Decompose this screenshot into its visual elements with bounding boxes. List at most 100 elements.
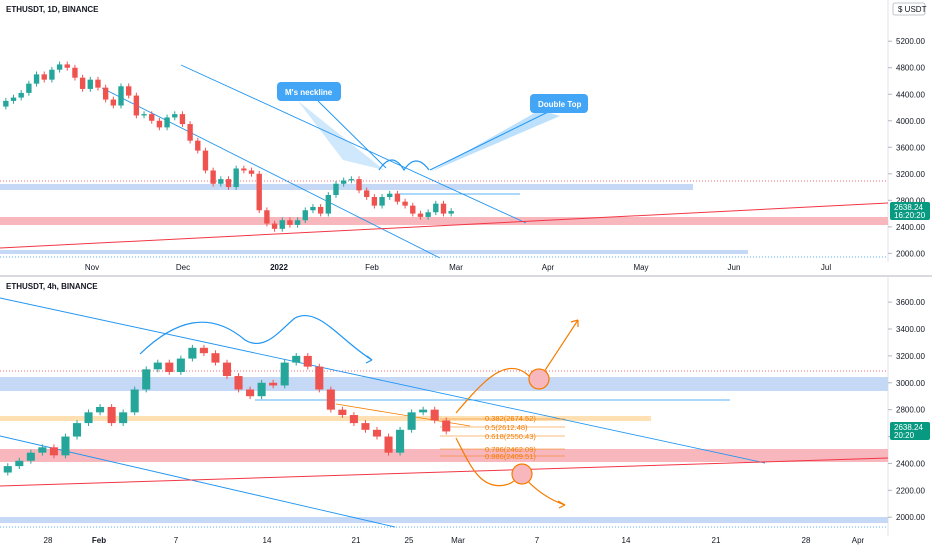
candle-body — [142, 369, 151, 390]
candle-body — [179, 114, 186, 125]
double-top-callout-pointer — [430, 110, 560, 172]
candle-body — [233, 168, 239, 188]
candle-body — [72, 67, 78, 78]
trendline-red-h4[interactable] — [0, 457, 889, 487]
currency-badge-label: $ USDT — [898, 5, 927, 14]
candle-body — [26, 83, 32, 93]
candle-body — [41, 74, 47, 80]
h4-price-value: 2638.24 — [894, 423, 923, 432]
candle-body — [280, 362, 289, 386]
daily-chart-title: ETHUSDT, 1D, BINANCE — [6, 5, 99, 14]
time-tick-label: Mar — [449, 263, 463, 272]
candle-body — [187, 124, 193, 141]
price-tick-label: 2800.00 — [896, 196, 925, 205]
h4-chart-pane[interactable] — [0, 297, 889, 528]
time-tick-label: 2022 — [270, 263, 288, 272]
time-tick-label: 14 — [263, 536, 272, 545]
price-tick-label: 2200.00 — [896, 486, 925, 495]
daily-countdown: 16:20:20 — [894, 211, 926, 220]
candle-body — [294, 220, 301, 225]
time-tick-label: 28 — [44, 536, 53, 545]
price-tick-label: 2800.00 — [896, 406, 925, 415]
candle-body — [95, 79, 101, 88]
time-tick-label: May — [633, 263, 648, 272]
candle-body — [38, 447, 47, 453]
price-tick-label: 4000.00 — [896, 117, 925, 126]
candle-body — [425, 212, 431, 217]
h4-chart-title: ETHUSDT, 4h, BINANCE — [6, 282, 98, 291]
candle-body — [410, 205, 416, 214]
channel-lower-line[interactable] — [101, 87, 441, 259]
necklines-callout[interactable]: M's neckline — [277, 82, 387, 170]
candle-body — [110, 99, 117, 106]
candle-body — [84, 412, 93, 424]
candle-body — [164, 117, 170, 128]
time-tick-label: Apr — [542, 263, 555, 272]
time-tick-label: 25 — [405, 536, 414, 545]
daily-price-axis[interactable]: 5200.00 4800.00 4400.00 4000.00 3600.00 3200.… — [888, 37, 925, 258]
candle-body — [79, 77, 86, 89]
candle-body — [15, 460, 24, 467]
supply-zone-h4 — [0, 377, 888, 391]
time-tick-label: 21 — [352, 536, 361, 545]
candle-body — [176, 358, 185, 373]
candle-body — [172, 114, 178, 118]
price-tick-label: 2400.00 — [896, 459, 925, 468]
time-tick-label: Feb — [365, 263, 379, 272]
candle-body — [3, 100, 9, 107]
candle-body — [156, 120, 163, 128]
candle-body — [433, 203, 439, 213]
price-tick-label: 5200.00 — [896, 37, 925, 46]
candle-body — [384, 436, 393, 453]
time-tick-label: 14 — [622, 536, 631, 545]
candle-body — [364, 190, 370, 198]
candle-body — [303, 355, 312, 367]
h4-time-axis[interactable]: 28 Feb 7 14 21 25 Mar 7 14 21 28 Apr — [44, 536, 865, 545]
resistance-zone-h4 — [0, 416, 651, 421]
channel-upper-line-h4[interactable] — [0, 297, 766, 464]
candle-body — [430, 409, 439, 421]
candle-body — [356, 179, 362, 191]
channel-upper-line[interactable] — [180, 64, 527, 224]
daily-chart-pane[interactable] — [0, 64, 889, 259]
price-tick-label: 2000.00 — [896, 249, 925, 258]
time-tick-label: 28 — [802, 536, 811, 545]
candle-body — [246, 389, 255, 397]
demand-zone-h4 — [0, 449, 888, 462]
currency-badge[interactable] — [892, 2, 926, 16]
demand-zone-daily — [0, 217, 888, 225]
candle-body — [442, 420, 451, 432]
candle-body — [102, 87, 109, 100]
fib-label-0618: 0.618(2550.43) — [485, 432, 536, 441]
candle-body — [18, 92, 24, 98]
time-tick-label: Dec — [176, 263, 190, 272]
candle-body — [402, 201, 408, 206]
time-tick-label: Mar — [451, 536, 465, 545]
candle-body — [222, 362, 232, 377]
price-tick-label: 4800.00 — [896, 64, 925, 73]
time-tick-label: 21 — [712, 536, 721, 545]
candle-body — [33, 74, 40, 84]
price-tick-label: 3000.00 — [896, 379, 925, 388]
supply-zone-daily — [0, 184, 693, 190]
double-top-callout-box — [530, 94, 588, 113]
candle-body — [340, 180, 347, 184]
candle-body — [315, 366, 324, 390]
candle-body — [225, 179, 232, 188]
bearish-arrowhead — [557, 500, 566, 509]
candle-body — [257, 382, 266, 397]
trendline-red[interactable] — [0, 202, 889, 249]
price-tick-label: 2400.00 — [896, 223, 925, 232]
double-top-callout-line — [429, 111, 549, 171]
candle-body — [141, 114, 147, 116]
candle-body — [333, 183, 339, 196]
neckline-callout-text: M's neckline — [285, 88, 333, 97]
candle-body — [248, 170, 255, 174]
candle-body — [394, 193, 401, 202]
daily-time-axis[interactable]: Nov Dec 2022 Feb Mar Apr May Jun Jul — [85, 263, 831, 272]
candle-body — [107, 406, 116, 424]
support-zone-h4 — [0, 517, 888, 523]
double-top-callout-text: Double Top — [538, 100, 582, 109]
double-top-callout[interactable]: Double Top — [429, 94, 588, 172]
candle-body — [417, 213, 424, 217]
